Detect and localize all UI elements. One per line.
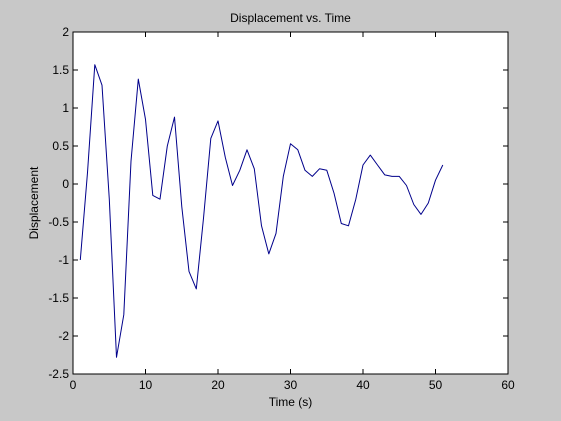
y-tick-label: -2 (58, 329, 69, 343)
series-line (79, 64, 444, 358)
x-tick-label: 30 (284, 378, 298, 392)
x-axis-label: Time (s) (269, 395, 313, 409)
series-layer (79, 64, 444, 358)
x-tick-label: 20 (211, 378, 225, 392)
y-tick-label: -2.5 (48, 367, 69, 381)
x-tick-label: 10 (139, 378, 153, 392)
y-tick-label: -1 (58, 253, 69, 267)
x-tick-label: 60 (501, 378, 515, 392)
x-tick-label: 0 (70, 378, 77, 392)
y-tick-label: 0 (62, 177, 69, 191)
y-tick-label: 1.5 (52, 63, 69, 77)
y-tick-label: 2 (62, 25, 69, 39)
axes-background (73, 32, 508, 374)
x-tick-label: 40 (356, 378, 370, 392)
y-tick-label: 0.5 (52, 139, 69, 153)
y-tick-label: -0.5 (48, 215, 69, 229)
y-axis-label: Displacement (27, 166, 41, 239)
axes-frame (72, 31, 509, 375)
y-tick-label: 1 (62, 101, 69, 115)
ticks-layer: 0 10 20 30 40 50 60 -2.5 -2 -1.5 -1 -0.5 0 0.5 1 1.5 2 (48, 25, 515, 392)
chart-title: Displacement vs. Time (230, 11, 351, 25)
x-tick-label: 50 (429, 378, 443, 392)
y-tick-label: -1.5 (48, 291, 69, 305)
